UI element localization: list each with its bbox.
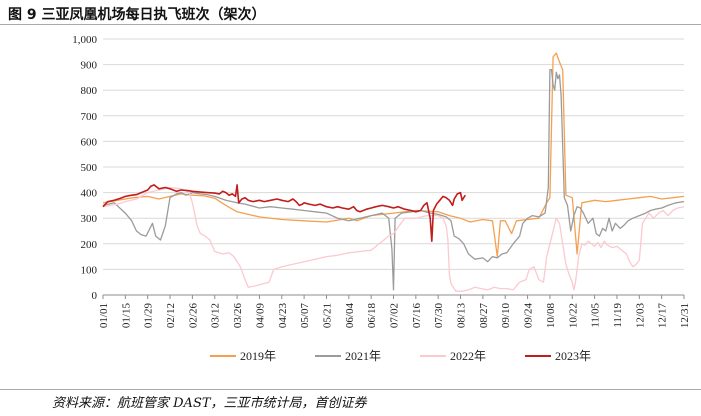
x-tick-label: 02/26 [187,303,199,329]
series-line-1 [102,52,685,258]
series-layer [102,52,685,292]
source-divider [0,389,701,390]
x-tick-label: 03/26 [232,303,244,329]
y-tick-label: 400 [81,188,98,200]
legend-label: 2021年 [345,349,381,363]
x-tick-label: 05/07 [299,303,311,329]
x-tick-label: 07/16 [411,303,423,329]
x-tick-label: 01/01 [98,303,110,328]
x-tick-label: 12/31 [679,303,691,328]
y-tick-label: 200 [81,239,98,251]
y-tick-label: 0 [92,290,98,302]
x-tick-label: 09/24 [523,303,535,329]
title-divider [0,24,701,25]
x-tick-label: 01/29 [143,303,155,329]
y-tick-label: 700 [81,111,98,123]
y-tick-label: 500 [81,162,98,174]
chart-legend: 2019年 2021年 2022年 2023年 [210,349,591,363]
x-tick-label: 06/18 [366,303,378,329]
x-tick-label: 06/04 [344,303,356,329]
y-tick-label: 300 [81,213,98,225]
series-line-3 [102,186,685,292]
x-tick-label: 11/19 [612,303,624,328]
x-tick-label: 09/10 [500,303,512,329]
x-tick-label: 02/12 [165,303,177,328]
x-tick-label: 04/09 [254,303,266,329]
x-tick-label: 05/21 [321,303,333,328]
y-tick-label: 900 [81,60,98,72]
line-chart: 0 100 200 300 400 500 600 700 800 900 1,000 01/01 01… [72,34,691,363]
x-tick-label: 08/27 [478,303,490,329]
x-tick-label: 07/02 [389,303,401,328]
y-tick-label: 800 [81,85,98,97]
series-line-4 [102,184,466,242]
y-tick-label: 600 [81,136,98,148]
legend-label: 2019年 [240,349,276,363]
source-note: 资料来源：航班管家 DAST，三亚市统计局，首创证券 [52,396,367,411]
series-line-2 [102,69,685,291]
chart-title: 图 9 三亚凤凰机场每日执飞班次（架次） [8,7,266,23]
x-tick-label: 12/03 [634,303,646,329]
x-tick-label: 10/22 [567,303,579,328]
x-tick-label: 11/05 [590,303,602,328]
x-tick-label: 12/17 [657,303,669,329]
x-tick-label: 08/13 [456,303,468,329]
x-tick-label: 10/08 [545,303,557,329]
y-tick-label: 100 [81,264,98,276]
x-tick-label: 07/30 [433,303,445,329]
chart-axes: 0 100 200 300 400 500 600 700 800 900 1,000 01/01 01… [72,34,691,328]
x-tick-label: 03/12 [210,303,222,328]
y-tick-label: 1,000 [72,34,97,46]
legend-label: 2022年 [450,349,486,363]
legend-label: 2023年 [555,349,591,363]
x-tick-label: 01/15 [120,303,132,329]
x-tick-label: 04/23 [277,303,289,329]
